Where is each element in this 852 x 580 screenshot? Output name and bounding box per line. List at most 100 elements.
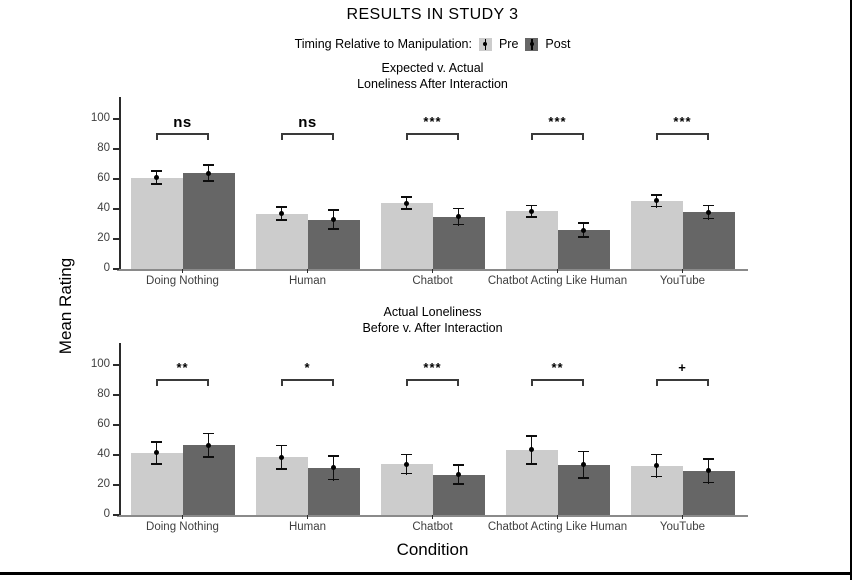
mean-point (581, 227, 586, 233)
error-bar-cap-top (526, 434, 537, 437)
bracket-end-left (656, 133, 658, 140)
bracket-end-left (531, 379, 533, 386)
error-bar-cap-top (328, 209, 339, 211)
error-bar-cap-bottom (203, 456, 214, 458)
error-bar-cap-top (328, 455, 339, 457)
error-bar-post (703, 204, 714, 220)
mean-point (331, 465, 336, 471)
x-tick-mark (306, 269, 309, 273)
error-bar-pre (401, 453, 412, 475)
bar-pre (380, 203, 433, 269)
y-tick-mark (113, 424, 119, 426)
error-bar-cap-top (526, 204, 537, 207)
panel-1-plot: 0 20 40 60 80 100 Doing Nothing ** Human * Chatbot… (91, 343, 748, 533)
y-tick-label: 40 (97, 448, 110, 460)
legend-key-pre-icon (478, 37, 492, 51)
mean-point (529, 208, 534, 214)
error-bar-cap-bottom (526, 216, 537, 218)
error-bar-cap-bottom (276, 468, 287, 470)
y-tick-mark (113, 178, 119, 180)
y-tick-mark (113, 454, 119, 456)
mean-point (456, 214, 461, 219)
significance-bracket (531, 133, 584, 140)
error-bar-cap-top (276, 444, 287, 447)
bracket-end-right (457, 133, 459, 140)
y-tick-label: 60 (97, 418, 110, 430)
errorbar-dot-icon (529, 42, 534, 46)
y-tick-mark (113, 238, 119, 240)
error-bar-cap-top (703, 458, 714, 460)
frame-bottom-border (0, 572, 852, 575)
bracket-end-left (531, 133, 533, 140)
bracket-end-right (582, 133, 584, 140)
error-bar-cap-bottom (401, 472, 412, 475)
error-bar-cap-bottom (651, 475, 662, 478)
bracket-end-left (656, 379, 658, 386)
error-bar-cap-bottom (578, 477, 589, 479)
error-bar-cap-top (651, 453, 662, 456)
mean-point (654, 198, 659, 204)
bracket-end-right (582, 379, 584, 386)
x-category-label: Chatbot Acting Like Human (487, 275, 628, 287)
mean-point (581, 462, 586, 468)
significance-bracket (531, 379, 584, 386)
bracket-end-left (156, 379, 158, 386)
mean-point (279, 454, 284, 460)
significance-bracket (656, 379, 709, 386)
mean-point (154, 175, 159, 180)
error-bar-pre (276, 206, 287, 221)
error-bar-post (453, 464, 464, 485)
y-tick-mark (113, 148, 119, 150)
error-bar-pre (526, 434, 537, 465)
panel-1-title-line2: Before v. After Interaction (362, 321, 503, 335)
x-tick-mark (681, 269, 684, 273)
x-tick-mark (431, 515, 434, 519)
y-tick-label: 60 (97, 172, 110, 184)
panel-0-plot: 0 20 40 60 80 100 Doing Nothing ns Human ns Chatbo… (91, 97, 748, 287)
error-bar-cap-top (401, 196, 412, 199)
y-tick-label: 100 (90, 358, 110, 370)
mean-point (456, 472, 461, 477)
significance-label: ** (551, 360, 564, 375)
error-bar-cap-bottom (453, 223, 464, 226)
y-tick-label: 20 (97, 478, 110, 490)
error-bar-cap-top (401, 453, 412, 456)
error-bar-pre (651, 453, 662, 478)
panel-0-title-line1: Expected v. Actual (381, 61, 484, 75)
bracket-end-right (707, 133, 709, 140)
y-tick-mark (113, 514, 119, 516)
error-bar-post (578, 221, 589, 239)
y-tick-mark (113, 364, 119, 366)
bracket-end-right (207, 133, 209, 140)
y-axis-line (119, 343, 121, 516)
significance-bracket (406, 133, 459, 140)
mean-point (331, 217, 336, 222)
error-bar-cap-top (651, 194, 662, 196)
panel-0-title-line2: Loneliness After Interaction (357, 77, 508, 91)
figure-title: RESULTS IN STUDY 3 (346, 6, 519, 23)
error-bar-cap-bottom (328, 478, 339, 481)
error-bar-post (203, 432, 214, 458)
x-tick-mark (431, 269, 434, 273)
error-bar-cap-top (203, 432, 214, 435)
x-category-label: Chatbot (412, 521, 453, 533)
error-bar-cap-bottom (151, 183, 162, 185)
error-bar-cap-bottom (651, 205, 662, 208)
bracket-end-left (281, 379, 283, 386)
error-bar-pre (151, 170, 162, 185)
x-axis-title: Condition (396, 540, 469, 559)
error-bar-cap-bottom (401, 207, 412, 210)
bracket-end-right (457, 379, 459, 386)
errorbar-dot-icon (483, 42, 488, 46)
significance-label: *** (548, 114, 567, 129)
significance-bracket (281, 133, 334, 140)
significance-bracket (281, 379, 334, 386)
mean-point (206, 442, 211, 448)
legend: Timing Relative to Manipulation: Pre Pos… (120, 36, 745, 52)
mean-point (654, 463, 659, 468)
y-tick-label: 0 (103, 508, 110, 520)
significance-label: * (304, 360, 311, 375)
error-bar-cap-bottom (276, 219, 287, 221)
error-bar-cap-top (578, 450, 589, 453)
bracket-end-left (406, 133, 408, 140)
